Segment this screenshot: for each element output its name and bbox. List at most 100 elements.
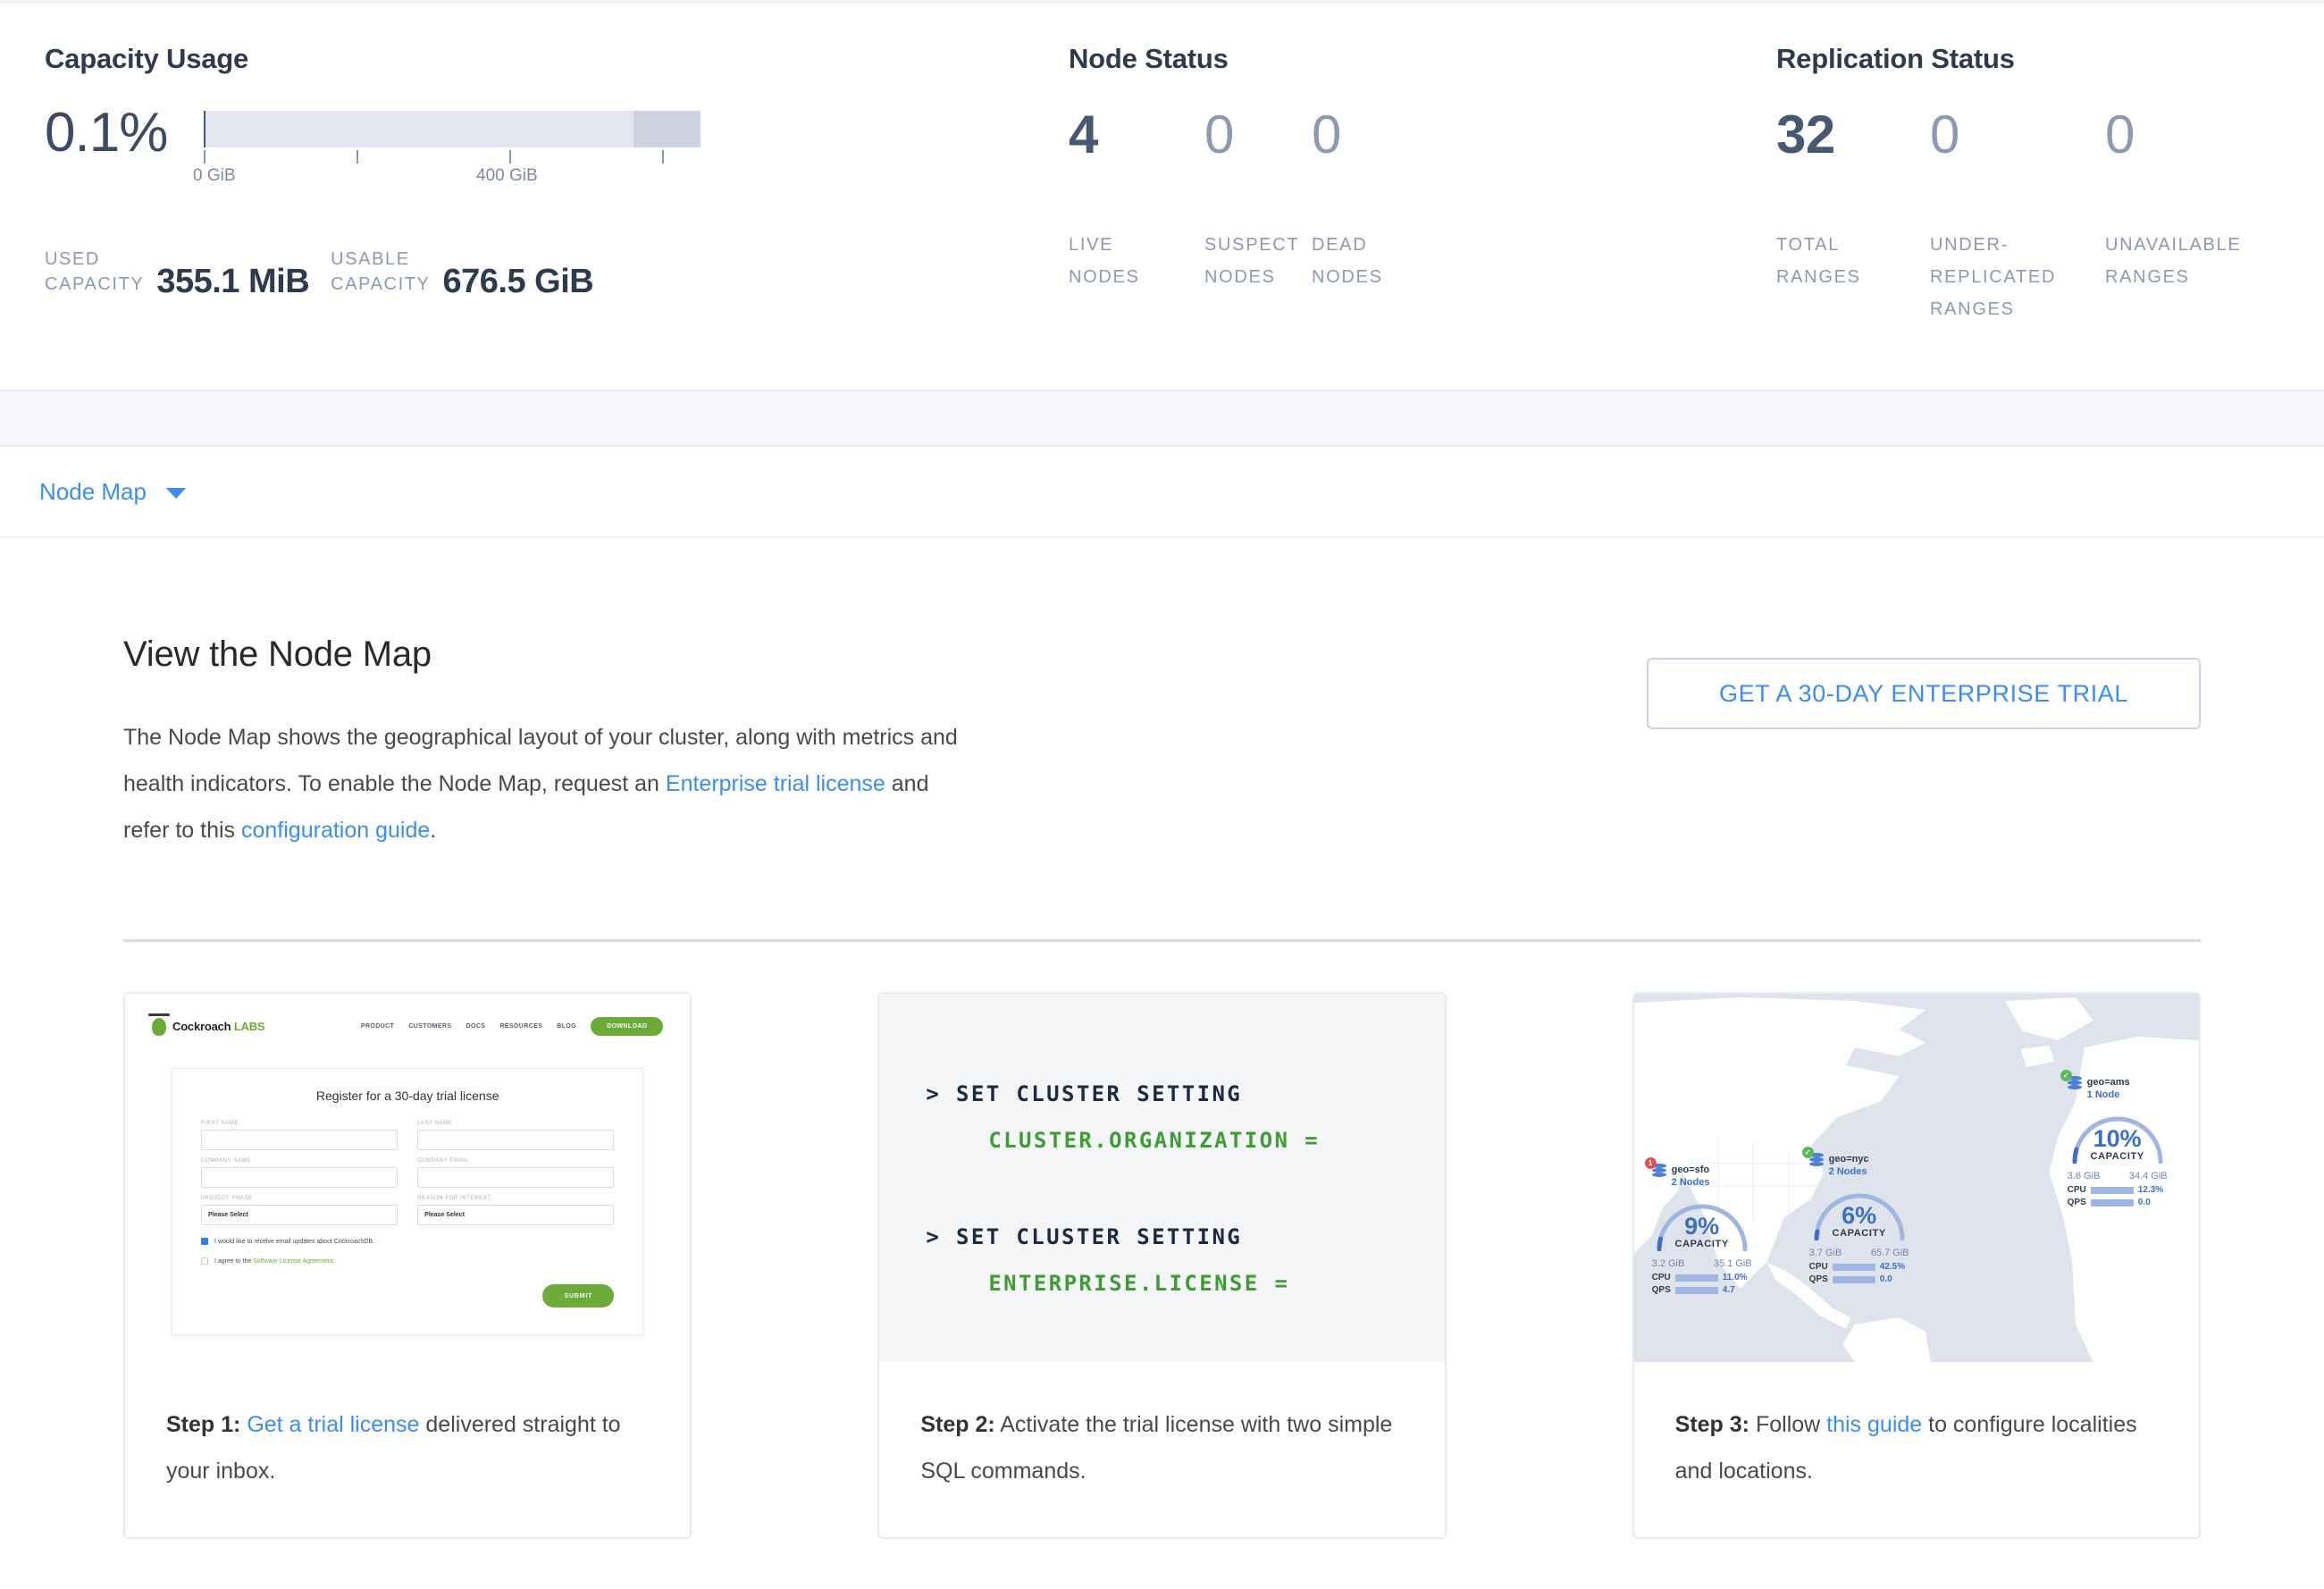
description-part-3: . [430, 818, 437, 843]
thumb1-field-label: REASON FOR INTEREST [417, 1196, 491, 1201]
capacity-used-sfo: 3.2 GiB [1651, 1258, 1685, 1269]
get-a-trial-license-link[interactable]: Get a trial license [247, 1412, 420, 1437]
thumb1-checkbox-updates: I would like to receive email updates ab… [201, 1238, 614, 1245]
used-capacity-stat: USED CAPACITY 355.1 MiB [45, 247, 310, 300]
cockroach-bug-icon [148, 1013, 170, 1036]
get-enterprise-trial-button[interactable]: GET A 30-DAY ENTERPRISE TRIAL [1647, 658, 2201, 729]
node-status-card: Node Status 4 LIVE NODES 0 SUSPECT NODES… [1026, 4, 1758, 390]
suspect-nodes-label: SUSPECT NODES [1204, 235, 1300, 287]
description-part-2: and refer to this [123, 771, 929, 843]
capacity-axis-labels: 0 GiB 400 GiB [193, 166, 701, 188]
node-count: 2 Nodes [1671, 1177, 1710, 1188]
qps-sparkline-ams [2090, 1198, 2134, 1206]
thumb1-field-company-email: COMPANY EMAIL [417, 1158, 615, 1188]
thumb1-field-select: Please Select [201, 1205, 399, 1225]
sql-setting-1: CLUSTER.ORGANIZATION = [926, 1117, 1444, 1164]
map-node-sfo: 1 geo=sfo 2 Nodes [1644, 1157, 1752, 1295]
step-3-card[interactable]: 1 geo=sfo 2 Nodes [1632, 992, 2201, 1539]
thumb1-field-project-phase: PROJECT PHASE Please Select [201, 1196, 399, 1225]
capacity-arc-nyc [1814, 1193, 1905, 1241]
map-node-ams-label: geo=ams 1 Node [2087, 1076, 2130, 1101]
page-title: View the Node Map [123, 635, 432, 674]
capacity-usage-row: 0.1% 0 GiB 400 GiB [45, 102, 1026, 188]
node-count: 2 Nodes [1828, 1166, 1867, 1177]
section-divider-band [0, 391, 2324, 447]
live-nodes-value: 4 [1069, 105, 1098, 164]
axis-tick [662, 150, 664, 164]
replication-status-title: Replication Status [1776, 43, 2015, 74]
configuration-guide-link[interactable]: configuration guide [241, 818, 431, 843]
cpu-sparkline-sfo [1674, 1274, 1718, 1282]
capacity-percent: 0.1% [45, 102, 168, 164]
under-replicated-ranges-label: UNDER- REPLICATED RANGES [1930, 235, 2057, 319]
qps-sparkline-nyc [1832, 1275, 1875, 1283]
checkbox-unchecked-icon [201, 1257, 208, 1265]
thumb1-nav-links: PRODUCT CUSTOMERS DOCS RESOURCES BLOG DO… [360, 1017, 664, 1036]
capacity-usage-card: Capacity Usage 0.1% 0 GiB [0, 4, 1026, 390]
node-status-title: Node Status [1069, 43, 1229, 74]
step-2-card[interactable]: > SET CLUSTER SETTING CLUSTER.ORGANIZATI… [877, 992, 1447, 1539]
node-status-metrics: 4 LIVE NODES 0 SUSPECT NODES 0 DEAD NODE… [1069, 107, 1758, 293]
thumb1-field-label: COMPANY EMAIL [417, 1158, 469, 1164]
thumb1-brand-name: Cockroach [172, 1020, 231, 1033]
capacity-arc-sfo [1657, 1204, 1748, 1252]
step-2-thumbnail: > SET CLUSTER SETTING CLUSTER.ORGANIZATI… [879, 994, 1445, 1362]
locality-name: geo=nyc [1828, 1154, 1869, 1164]
metric-live-nodes: 4 LIVE NODES [1069, 107, 1204, 293]
cpu-value-nyc: 42.5% [1879, 1262, 1906, 1272]
capacity-used-ams: 3.6 GiB [2067, 1171, 2101, 1181]
qps-value-ams: 0.0 [2137, 1198, 2151, 1207]
thumb1-field-first-name: FIRST NAME [201, 1121, 399, 1150]
sql-setting-1-value: CLUSTER.ORGANIZATION = [988, 1128, 1321, 1153]
cpu-label-nyc: CPU [1808, 1262, 1828, 1272]
used-capacity-value: 355.1 MiB [156, 263, 310, 300]
thumb1-checkbox-updates-label: I would like to receive email updates ab… [214, 1238, 374, 1245]
capacity-bar-track [204, 111, 701, 147]
thumb1-field-input [201, 1130, 399, 1150]
this-guide-link[interactable]: this guide [1826, 1412, 1923, 1437]
qps-label-ams: QPS [2067, 1198, 2086, 1207]
enterprise-trial-license-link[interactable]: Enterprise trial license [665, 771, 885, 796]
thumb1-form-grid: FIRST NAME LAST NAME COMPANY NAME [201, 1121, 615, 1225]
axis-label-0: 0 GiB [193, 166, 236, 185]
step-1-caption: Step 1: Get a trial license delivered st… [125, 1362, 690, 1537]
metric-under-replicated-ranges: 0 UNDER- REPLICATED RANGES [1930, 107, 2105, 325]
locality-name: geo=sfo [1671, 1164, 1710, 1175]
step-1-card[interactable]: Cockroach LABS PRODUCT CUSTOMERS DOCS RE… [123, 992, 692, 1539]
view-selector-bar: Node Map [0, 447, 2324, 538]
metric-suspect-nodes: 0 SUSPECT NODES [1204, 107, 1312, 293]
qps-label-nyc: QPS [1808, 1274, 1828, 1284]
world-map-graphic [1633, 994, 2199, 1362]
node-stack-icon: ✓ [2060, 1070, 2082, 1092]
tab-node-map[interactable]: Node Map [39, 478, 186, 506]
capacity-axis-ticks [204, 150, 701, 166]
thumb1-field-reason: REASON FOR INTEREST Please Select [417, 1196, 615, 1225]
used-capacity-label: USED CAPACITY [45, 249, 145, 294]
step-3-caption: Step 3: Follow this guide to configure l… [1634, 1362, 2199, 1537]
thumb1-field-input [417, 1130, 615, 1150]
step-2-prefix: Step 2: [920, 1412, 995, 1437]
thumb1-field-input [417, 1167, 615, 1188]
dead-nodes-value: 0 [1312, 105, 1341, 164]
main-content: View the Node Map The Node Map shows the… [0, 538, 2324, 1539]
live-nodes-label: LIVE NODES [1069, 235, 1140, 287]
step-3-thumbnail: 1 geo=sfo 2 Nodes [1633, 994, 2199, 1362]
axis-tick [204, 150, 206, 164]
cpu-sparkline-ams [2090, 1186, 2134, 1194]
capacity-usage-title: Capacity Usage [45, 43, 249, 74]
thumb1-nav-item: PRODUCT [360, 1023, 395, 1030]
thumb1-license-link: Software License Agreement. [253, 1257, 335, 1265]
step-1-prefix: Step 1: [166, 1412, 241, 1437]
cpu-label-sfo: CPU [1651, 1273, 1671, 1282]
thumb1-brand: Cockroach LABS [172, 1020, 265, 1033]
qps-sparkline-sfo [1674, 1286, 1718, 1294]
description-part-1: The Node Map shows the geographical layo… [123, 725, 958, 796]
cpu-value-ams: 12.3% [2137, 1185, 2164, 1195]
thumb1-field-label: COMPANY NAME [201, 1158, 251, 1164]
node-map-intro: View the Node Map The Node Map shows the… [123, 635, 2201, 853]
capacity-bar-chart: 0 GiB 400 GiB [193, 107, 701, 188]
capacity-arc-ams [2072, 1116, 2163, 1164]
step-2-rest: Activate the trial license with two simp… [920, 1412, 1393, 1484]
thumb1-field-input [201, 1167, 399, 1188]
cockroach-labs-logo: Cockroach LABS [148, 1013, 265, 1036]
